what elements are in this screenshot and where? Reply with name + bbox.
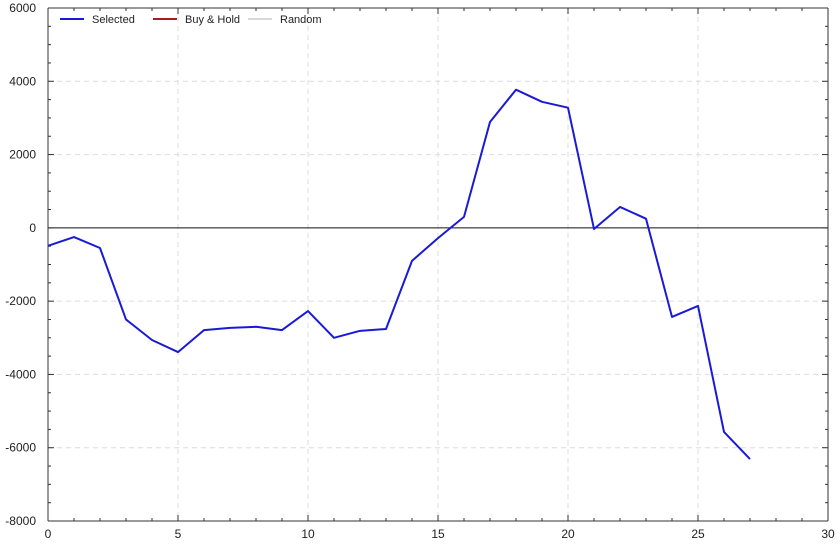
x-tick-label: 5 bbox=[175, 527, 182, 541]
y-tick-label: 0 bbox=[29, 221, 36, 235]
legend: Selected Buy & Hold Random bbox=[60, 14, 322, 26]
y-tick-label: 6000 bbox=[9, 1, 36, 15]
y-tick-label: 2000 bbox=[9, 148, 36, 162]
y-tick-label: 4000 bbox=[9, 74, 36, 88]
x-tick-label: 25 bbox=[691, 527, 705, 541]
series-lines bbox=[47, 88, 751, 460]
grid bbox=[48, 8, 828, 521]
tick-labels: 0 5 10 15 20 25 30 6000 4000 2000 0 -2000 -4000 -6000… bbox=[5, 1, 835, 541]
legend-label: Buy & Hold bbox=[185, 14, 240, 26]
x-tick-label: 30 bbox=[821, 527, 835, 541]
y-tick-label: -2000 bbox=[5, 294, 36, 308]
series-line-selected bbox=[47, 88, 751, 460]
y-tick-label: -6000 bbox=[5, 441, 36, 455]
y-tick-label: -8000 bbox=[5, 514, 36, 528]
axes bbox=[47, 7, 829, 522]
legend-label: Selected bbox=[92, 14, 135, 26]
x-tick-label: 20 bbox=[561, 527, 575, 541]
y-tick-label: -4000 bbox=[5, 367, 36, 381]
x-tick-label: 0 bbox=[45, 527, 52, 541]
x-tick-label: 10 bbox=[301, 527, 315, 541]
x-tick-label: 15 bbox=[431, 527, 445, 541]
legend-label: Random bbox=[280, 14, 322, 26]
